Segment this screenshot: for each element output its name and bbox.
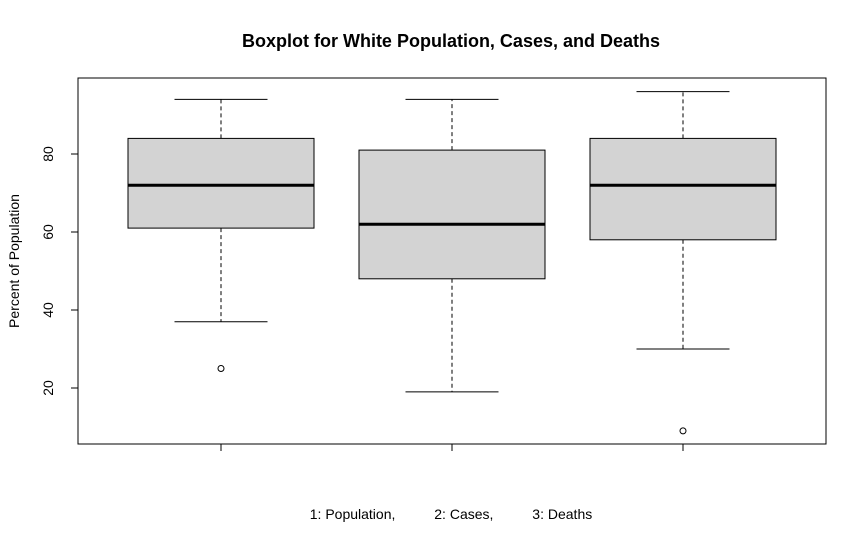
box-1 <box>127 137 315 229</box>
box-3 <box>589 137 777 241</box>
boxes-group <box>127 91 777 435</box>
x-axis-label: 1: Population, 2: Cases, 3: Deaths <box>310 506 592 522</box>
y-tick-label: 60 <box>40 224 56 240</box>
outlier-point-1-1 <box>217 365 225 372</box>
y-axis-label: Percent of Population <box>6 194 22 328</box>
y-tick-label: 40 <box>40 302 56 318</box>
y-tick-label: 80 <box>40 146 56 162</box>
outlier-point-3-1 <box>679 427 687 435</box>
box-2 <box>358 149 546 280</box>
box-group-3 <box>589 91 777 435</box>
y-tick-label: 20 <box>40 380 56 396</box>
box-group-1 <box>127 98 315 372</box>
x-axis <box>220 443 684 451</box>
box-group-2 <box>358 98 546 393</box>
y-axis: 20 40 60 80 <box>40 146 79 396</box>
chart-title: Boxplot for White Population, Cases, and… <box>242 31 660 51</box>
